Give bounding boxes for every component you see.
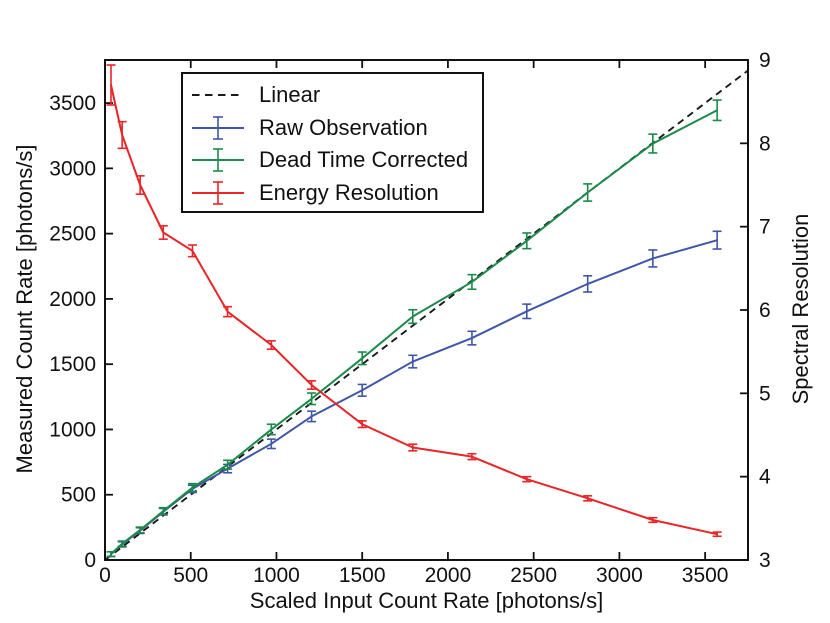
tick-label: 8 [759, 132, 771, 155]
tick-label: 2000 [49, 288, 96, 311]
tick-label: 3500 [49, 92, 96, 115]
tick-label: 0 [84, 549, 96, 572]
tick-label: 1000 [253, 564, 300, 587]
legend-item-raw-observation: Raw Observation [191, 112, 482, 145]
dashed-line-sample-icon [192, 94, 244, 97]
tick-labels: 0 500 1000 1500 2000 2500 3000 3500 0 500 1000 1500… [49, 49, 771, 587]
legend-label: Energy Resolution [259, 179, 439, 205]
error-bars [106, 230, 722, 558]
series-dead-time-corrected [106, 99, 722, 558]
tick-label: 6 [759, 299, 771, 322]
tick-label: 4 [759, 466, 771, 489]
tick-label: 5 [759, 382, 771, 405]
left-y-axis-title: Measured Count Rate [photons/s] [12, 144, 37, 474]
tick-label: 2500 [510, 564, 557, 587]
tick-label: 500 [173, 564, 208, 587]
error-bars [106, 99, 722, 558]
series-energy-resolution [106, 64, 722, 538]
legend-item-energy-resolution: Energy Resolution [191, 177, 482, 210]
legend-label: Raw Observation [259, 114, 428, 140]
errorbar-line-sample-icon [192, 115, 244, 140]
tick-label: 0 [99, 564, 111, 587]
tick-label: 2500 [49, 223, 96, 246]
tick-label: 2000 [425, 564, 472, 587]
tick-label: 3000 [49, 157, 96, 180]
series-raw-observation [106, 230, 722, 558]
tick-label: 7 [759, 216, 771, 239]
legend-item-linear: Linear [191, 79, 482, 112]
right-y-axis-title: Spectral Resolution [788, 213, 813, 405]
errorbar-line-sample-icon [192, 180, 244, 205]
tick-label: 500 [61, 484, 96, 507]
tick-label: 1500 [339, 564, 386, 587]
tick-label: 1000 [49, 418, 96, 441]
errorbar-line-sample-icon [192, 148, 244, 173]
legend: Linear Raw Observation Dead Time Correct… [181, 72, 484, 213]
legend-label: Dead Time Corrected [259, 147, 469, 173]
plot-border [104, 59, 749, 561]
tick-label: 3 [759, 549, 771, 572]
tick-label: 9 [759, 49, 771, 72]
tick-label: 3000 [596, 564, 643, 587]
legend-label: Linear [259, 82, 321, 108]
tick-label: 1500 [49, 353, 96, 376]
x-axis-title: Scaled Input Count Rate [photons/s] [249, 588, 604, 613]
legend-item-dead-time-corrected: Dead Time Corrected [191, 144, 482, 177]
tick-label: 3500 [682, 564, 729, 587]
